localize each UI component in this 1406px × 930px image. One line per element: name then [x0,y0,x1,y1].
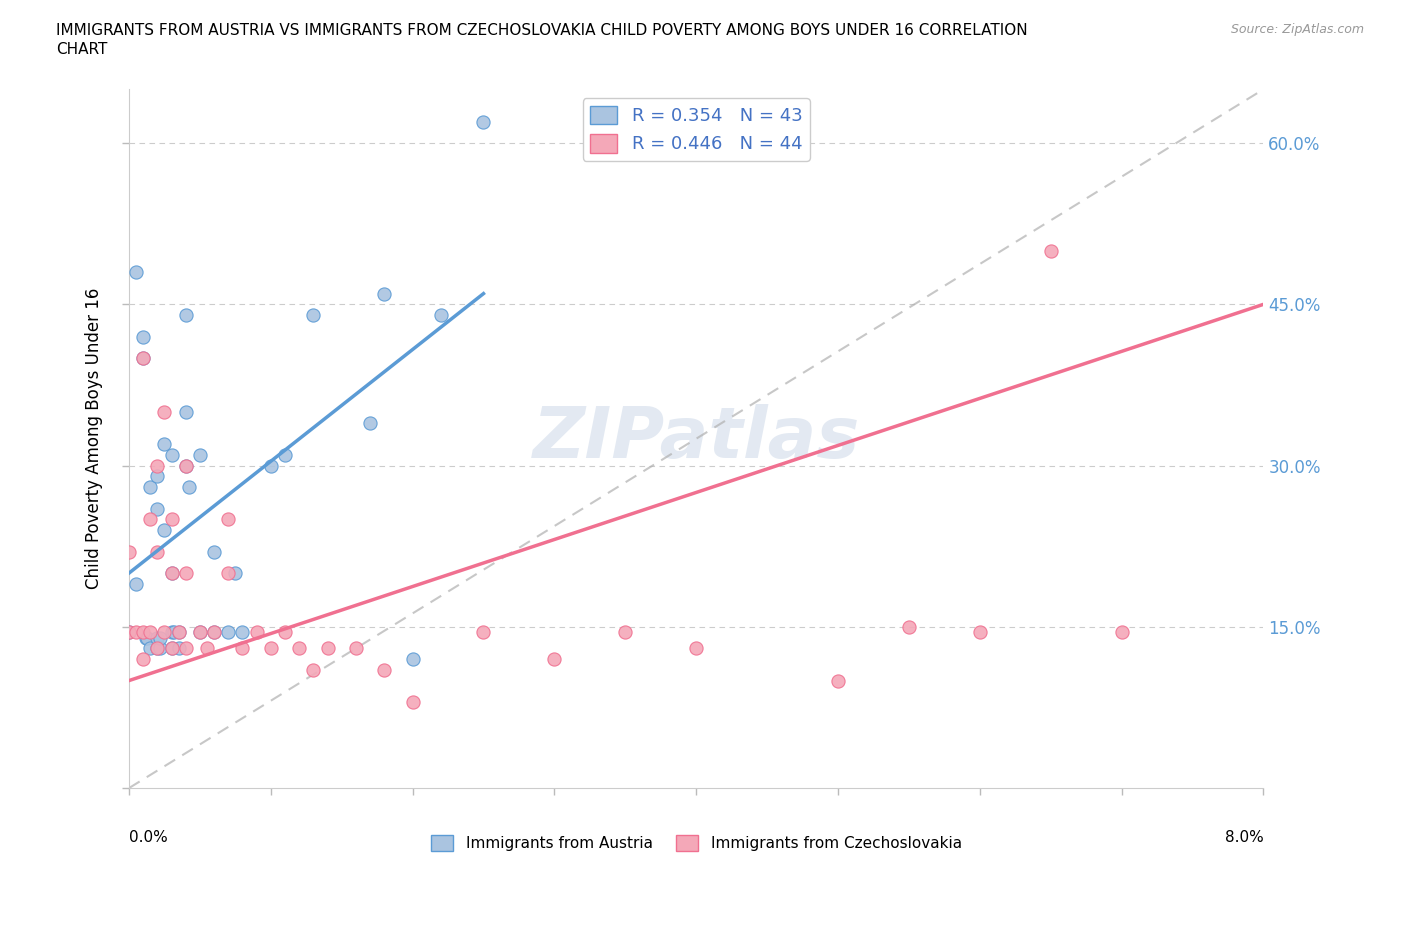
Point [202,625,225,640]
Point [132,625,155,640]
Point [195,641,218,656]
Point [217,512,239,526]
Point [274,447,297,462]
Point [160,565,183,580]
Point [132,329,155,344]
Point [139,641,162,656]
Point [685,641,707,656]
Point [260,458,283,473]
Point [827,673,849,688]
Point [359,415,381,430]
Point [302,308,325,323]
Point [174,565,197,580]
Point [1039,243,1062,258]
Point [174,308,197,323]
Point [167,641,190,656]
Point [160,447,183,462]
Point [217,565,239,580]
Point [246,625,269,640]
Point [231,641,253,656]
Point [174,458,197,473]
Point [897,619,920,634]
Point [153,437,176,452]
Text: ZIPatlas: ZIPatlas [533,405,860,473]
Point [543,652,565,667]
Point [344,641,367,656]
Point [139,480,162,495]
Point [401,695,423,710]
Point [260,641,283,656]
Point [373,286,395,301]
Text: 8.0%: 8.0% [1225,830,1264,845]
Point [146,641,169,656]
Point [373,662,395,677]
Point [177,480,200,495]
Point [132,351,155,365]
Point [167,625,190,640]
Point [202,544,225,559]
Point [132,351,155,365]
Point [146,458,169,473]
Point [153,405,176,419]
Text: CHART: CHART [56,42,108,57]
Point [969,625,991,640]
Point [118,625,141,640]
Point [217,625,239,640]
Point [472,114,495,129]
Point [160,641,183,656]
Point [316,641,339,656]
Point [302,662,325,677]
Y-axis label: Child Poverty Among Boys Under 16: Child Poverty Among Boys Under 16 [86,288,103,590]
Point [160,641,183,656]
Point [160,512,183,526]
Point [125,625,148,640]
Point [153,523,176,538]
Point [224,565,246,580]
Text: 0.0%: 0.0% [129,830,167,845]
Text: Source: ZipAtlas.com: Source: ZipAtlas.com [1230,23,1364,36]
Point [174,458,197,473]
Point [135,631,157,645]
Point [202,625,225,640]
Point [167,625,190,640]
Text: IMMIGRANTS FROM AUSTRIA VS IMMIGRANTS FROM CZECHOSLOVAKIA CHILD POVERTY AMONG BO: IMMIGRANTS FROM AUSTRIA VS IMMIGRANTS FR… [56,23,1028,38]
Point [132,652,155,667]
Point [139,625,162,640]
Point [118,625,141,640]
Point [139,512,162,526]
Point [118,544,141,559]
Point [174,641,197,656]
Point [160,625,183,640]
Point [430,308,453,323]
Point [149,631,172,645]
Point [472,625,495,640]
Point [614,625,637,640]
Point [188,625,211,640]
Point [146,501,169,516]
Point [163,625,186,640]
Point [231,625,253,640]
Point [146,469,169,484]
Point [401,652,423,667]
Point [188,625,211,640]
Point [288,641,311,656]
Point [146,641,169,656]
Point [146,631,169,645]
Point [125,577,148,591]
Point [274,625,297,640]
Point [153,625,176,640]
Point [1111,625,1133,640]
Point [136,631,159,645]
Legend: Immigrants from Austria, Immigrants from Czechoslovakia: Immigrants from Austria, Immigrants from… [425,829,967,857]
Point [149,641,172,656]
Point [188,447,211,462]
Point [146,544,169,559]
Point [174,405,197,419]
Point [160,565,183,580]
Point [125,265,148,280]
